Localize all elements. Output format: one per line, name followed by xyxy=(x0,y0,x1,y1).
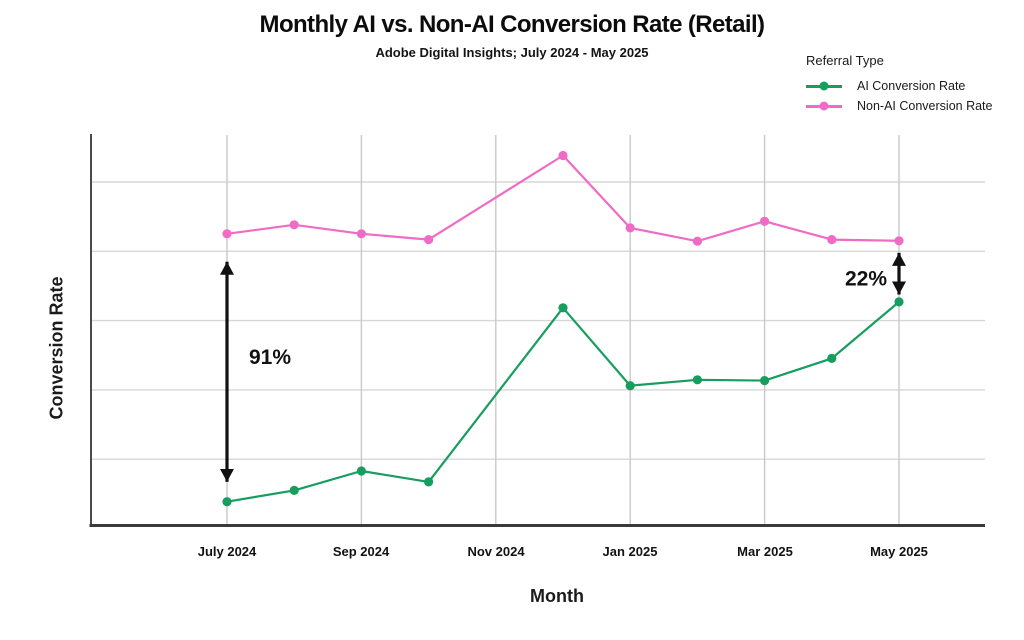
annotation-label: 22% xyxy=(845,268,887,291)
data-point-series-1 xyxy=(894,236,904,246)
legend-item-non-ai-label: Non-AI Conversion Rate xyxy=(857,99,993,113)
data-point-series-1 xyxy=(827,235,837,245)
data-point-series-0 xyxy=(356,466,366,476)
data-point-series-0 xyxy=(692,375,703,385)
data-point-series-1 xyxy=(424,235,434,245)
data-point-series-0 xyxy=(289,485,299,495)
chart-title: Monthly AI vs. Non-AI Conversion Rate (R… xyxy=(259,11,765,38)
legend-item-ai: AI Conversion Rate xyxy=(806,79,992,93)
data-point-series-0 xyxy=(558,303,568,313)
data-point-series-1 xyxy=(760,216,770,226)
data-point-series-0 xyxy=(760,376,770,386)
legend: Referral Type AI Conversion Rate Non-AI … xyxy=(806,53,992,119)
legend-item-non-ai: Non-AI Conversion Rate xyxy=(806,99,992,113)
data-point-series-1 xyxy=(558,150,568,161)
x-tick-label: Sep 2024 xyxy=(332,544,390,559)
legend-title: Referral Type xyxy=(806,53,884,68)
x-axis-title: Month xyxy=(530,586,584,606)
data-point-series-0 xyxy=(827,353,837,363)
data-point-series-1 xyxy=(625,223,635,233)
annotation-label: 91% xyxy=(249,346,291,369)
data-point-series-1 xyxy=(289,220,299,230)
series-line-0 xyxy=(225,300,901,503)
data-point-series-0 xyxy=(894,297,904,307)
y-axis-title: Conversion Rate xyxy=(46,276,67,420)
x-tick-label: Nov 2024 xyxy=(467,544,525,559)
chart-subtitle: Adobe Digital Insights; July 2024 - May … xyxy=(375,45,649,60)
series-line-1 xyxy=(225,154,901,243)
x-tick-label: Jan 2025 xyxy=(602,544,658,559)
x-tick-label: July 2024 xyxy=(197,544,257,559)
data-point-series-1 xyxy=(222,229,232,239)
data-point-series-0 xyxy=(222,497,232,507)
data-point-series-1 xyxy=(356,229,366,239)
x-tick-label: May 2025 xyxy=(870,544,928,559)
legend-line-dot-icon xyxy=(806,81,842,91)
data-point-series-0 xyxy=(424,477,434,487)
legend-item-ai-label: AI Conversion Rate xyxy=(857,79,966,93)
data-point-series-0 xyxy=(625,381,635,391)
x-tick-label: Mar 2025 xyxy=(737,544,793,559)
data-point-series-1 xyxy=(692,236,703,246)
legend-line-dot-icon xyxy=(806,101,842,111)
